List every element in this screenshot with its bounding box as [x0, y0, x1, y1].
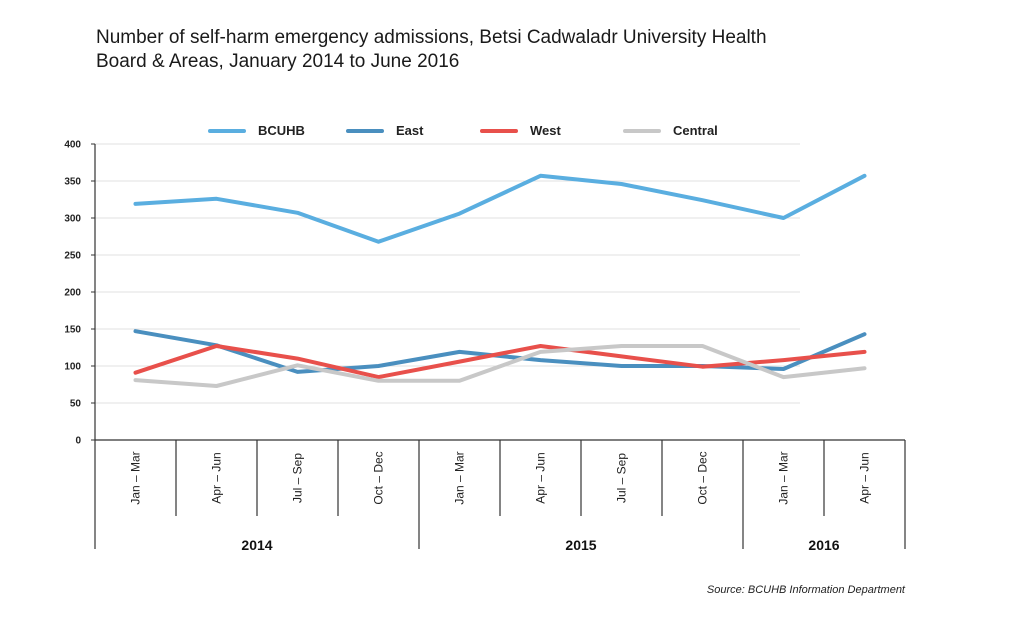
x-category-label: Oct – Dec: [696, 451, 710, 504]
y-tick-label: 100: [64, 362, 81, 373]
year-label: 2016: [808, 537, 839, 553]
x-category-label: Apr – Jun: [534, 452, 548, 503]
y-tick-label: 300: [64, 214, 81, 225]
y-tick-label: 350: [64, 177, 81, 188]
y-tick-label: 0: [75, 436, 81, 447]
x-category-label: Jan – Mar: [453, 451, 467, 504]
series-line-west: [133, 344, 867, 380]
x-category-label: Apr – Jun: [858, 452, 872, 503]
x-category-label: Jan – Mar: [129, 451, 143, 504]
year-label: 2015: [565, 537, 596, 553]
year-label: 2014: [241, 537, 272, 553]
x-category-label: Jul – Sep: [615, 453, 629, 503]
chart-title-line-1: Number of self-harm emergency admissions…: [96, 27, 767, 48]
y-tick-label: 150: [64, 325, 81, 336]
legend-label-west: West: [530, 123, 561, 138]
source-note: Source: BCUHB Information Department: [706, 584, 905, 596]
series-line-east: [133, 329, 867, 374]
series-line-bcuhb: [133, 173, 867, 244]
legend-label-bcuhb: BCUHB: [258, 123, 305, 138]
y-tick-label: 250: [64, 251, 81, 262]
x-category-label: Jul – Sep: [291, 453, 305, 503]
chart-title: Number of self-harm emergency admissions…: [96, 26, 896, 74]
y-tick-label: 400: [64, 140, 81, 151]
y-tick-label: 200: [64, 288, 81, 299]
series-line-central: [133, 344, 867, 388]
chart-title-line-2: Board & Areas, January 2014 to June 2016: [96, 51, 460, 72]
x-category-label: Jan – Mar: [777, 451, 791, 504]
legend-label-central: Central: [673, 123, 718, 138]
x-category-label: Apr – Jun: [210, 452, 224, 503]
x-category-label: Oct – Dec: [372, 451, 386, 504]
legend-label-east: East: [396, 123, 424, 138]
y-tick-label: 50: [70, 399, 82, 410]
